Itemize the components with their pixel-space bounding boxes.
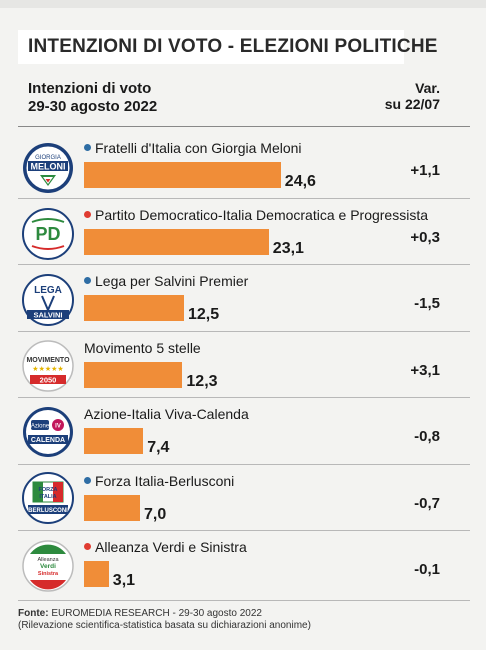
bar <box>84 428 144 454</box>
party-label: Lega per Salvini Premier <box>84 273 248 289</box>
variation-value: -0,1 <box>414 561 440 578</box>
bar-value-label: 23,1 <box>272 239 304 257</box>
pd-logo: PD <box>22 208 74 260</box>
subtitle-line1: Intenzioni di voto <box>28 80 152 97</box>
party-label: Fratelli d'Italia con Giorgia Meloni <box>84 140 302 156</box>
bar-value-label: 7,0 <box>144 505 167 523</box>
m5s-logo-text2: 2050 <box>40 376 57 385</box>
variation-value: +3,1 <box>410 361 440 379</box>
azione-logo-text1: Azione <box>31 424 50 430</box>
fi-logo-text1: FORZA <box>39 487 58 493</box>
party-name: Partito Democratico-Italia Democratica e… <box>95 206 429 223</box>
bar <box>84 361 183 388</box>
row-separator <box>18 530 470 531</box>
source-note: (Rilevazione scientifica-statistica basa… <box>18 620 311 631</box>
bar-value-label: 12,5 <box>188 306 220 323</box>
party-label: Forza Italia-Berlusconi <box>84 473 234 489</box>
source-label: Fonte: <box>18 608 49 619</box>
bar-value-label: 12,3 <box>186 372 218 390</box>
coalition-dot <box>84 144 91 151</box>
coalition-dot <box>84 543 91 550</box>
party-label: Movimento 5 stelle <box>84 340 201 356</box>
avs-logo-text2: Verdi <box>40 563 56 570</box>
party-name: Lega per Salvini Premier <box>95 273 249 289</box>
coalition-dot <box>84 476 91 484</box>
azione-iv-logo: Azione IV CALENDA <box>23 407 73 457</box>
bar-value-label: 3,1 <box>112 572 136 589</box>
row-separator <box>18 330 470 332</box>
party-label: Alleanza Verdi e Sinistra <box>84 539 247 555</box>
variation-value: +0,3 <box>410 228 440 246</box>
footer-separator <box>18 600 470 601</box>
pd-logo-text: PD <box>35 224 60 244</box>
header-separator <box>18 126 470 127</box>
party-name: Fratelli d'Italia con Giorgia Meloni <box>95 140 302 156</box>
row-separator <box>18 264 470 265</box>
coalition-dot <box>84 277 91 284</box>
party-label: Partito Democratico-Italia Democratica e… <box>84 207 428 223</box>
forza-italia-logo: FORZA ITALIA BERLUSCONI <box>22 472 74 524</box>
party-label: Azione-Italia Viva-Calenda <box>84 406 249 422</box>
top-band <box>0 0 486 8</box>
m5s-logo: MOVIMENTO ★★★★★ 2050 <box>22 340 74 392</box>
row-separator <box>18 397 470 398</box>
party-name: Azione-Italia Viva-Calenda <box>84 406 249 422</box>
bar-value-label: 7,4 <box>147 439 170 456</box>
fi-logo-text2: ITALIA <box>39 494 56 500</box>
svg-text:★★★★★: ★★★★★ <box>32 365 63 373</box>
party-name: Forza Italia-Berlusconi <box>95 472 235 489</box>
source-line: Fonte: EUROMEDIA RESEARCH - 29-30 agosto… <box>18 608 262 619</box>
variation-value: -1,5 <box>414 295 440 312</box>
avs-logo: Alleanza Verdi Sinistra <box>22 540 74 592</box>
lega-logo: LEGA SALVINI <box>22 274 74 326</box>
bar <box>84 228 269 255</box>
fdi-logo-text1: GIORGIA <box>35 155 61 161</box>
bar <box>84 561 109 587</box>
variation-value: -0,7 <box>414 494 440 512</box>
subtitle-line2: 29-30 agosto 2022 <box>28 98 158 115</box>
row-separator <box>18 197 470 199</box>
row-separator <box>18 463 470 465</box>
chart-title: INTENZIONI DI VOTO - ELEZIONI POLITICHE <box>28 36 438 57</box>
bar-value-label: 24,6 <box>284 173 316 190</box>
variation-value: +1,1 <box>410 162 440 179</box>
azione-logo-text2: IV <box>55 424 61 430</box>
variation-header-line1: Var. <box>415 80 440 96</box>
coalition-dot <box>84 210 91 218</box>
bar <box>84 494 140 521</box>
variation-header-line2: su 22/07 <box>384 96 440 112</box>
variation-value: -0,8 <box>414 428 440 445</box>
party-name: Alleanza Verdi e Sinistra <box>95 539 247 555</box>
source-text: EUROMEDIA RESEARCH - 29-30 agosto 2022 <box>51 608 262 619</box>
fi-logo-text3: BERLUSCONI <box>28 508 68 514</box>
fratelli-italia-logo: GIORGIA MELONI <box>23 143 73 193</box>
fdi-logo-text2: MELONI <box>31 162 66 172</box>
avs-logo-text3: Sinistra <box>38 571 59 577</box>
m5s-logo-text1: MOVIMENTO <box>26 357 70 364</box>
lega-logo-text2: SALVINI <box>33 311 62 320</box>
title-box <box>18 30 404 64</box>
bar <box>84 295 184 321</box>
azione-logo-text3: CALENDA <box>31 437 65 444</box>
bar <box>84 162 281 188</box>
party-name: Movimento 5 stelle <box>84 339 201 356</box>
lega-logo-text1: LEGA <box>34 285 62 296</box>
avs-logo-text1: Alleanza <box>37 557 59 563</box>
